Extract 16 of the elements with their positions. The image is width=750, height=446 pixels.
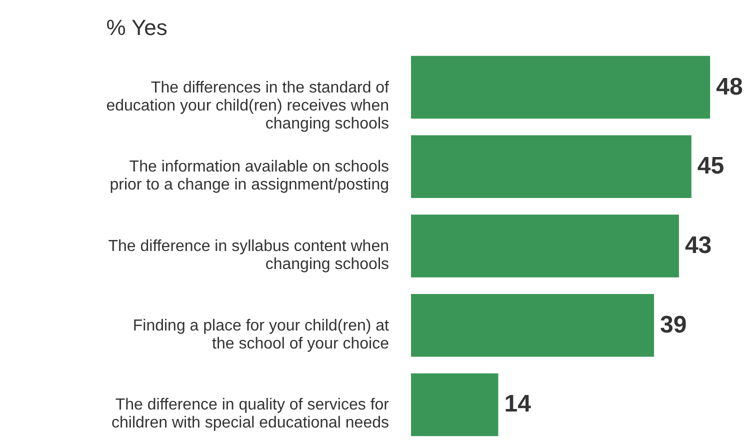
bar [411, 294, 654, 357]
data-label: 48 [716, 73, 743, 100]
data-label: 14 [504, 390, 532, 418]
data-label: 45 [697, 152, 724, 180]
data-label: 39 [660, 311, 687, 338]
data-label: 43 [684, 232, 712, 259]
bar [411, 56, 710, 119]
bar [411, 214, 679, 278]
y-tick-label: Finding a place for your child(ren) at the school of your choice [132, 317, 390, 352]
bar [411, 135, 692, 198]
y-tick-label: The differences in the standard of education your child(ren) receives when changing schools [106, 79, 390, 132]
bar [411, 373, 498, 436]
y-tick-label: The information available on schools prior to a change in assignment/posting [110, 158, 389, 194]
y-tick-label: The difference in syllabus content when changing schools [108, 238, 389, 273]
text: % Yes [106, 15, 168, 40]
y-tick-label: The difference in quality of services for children with special educational needs [111, 396, 390, 432]
